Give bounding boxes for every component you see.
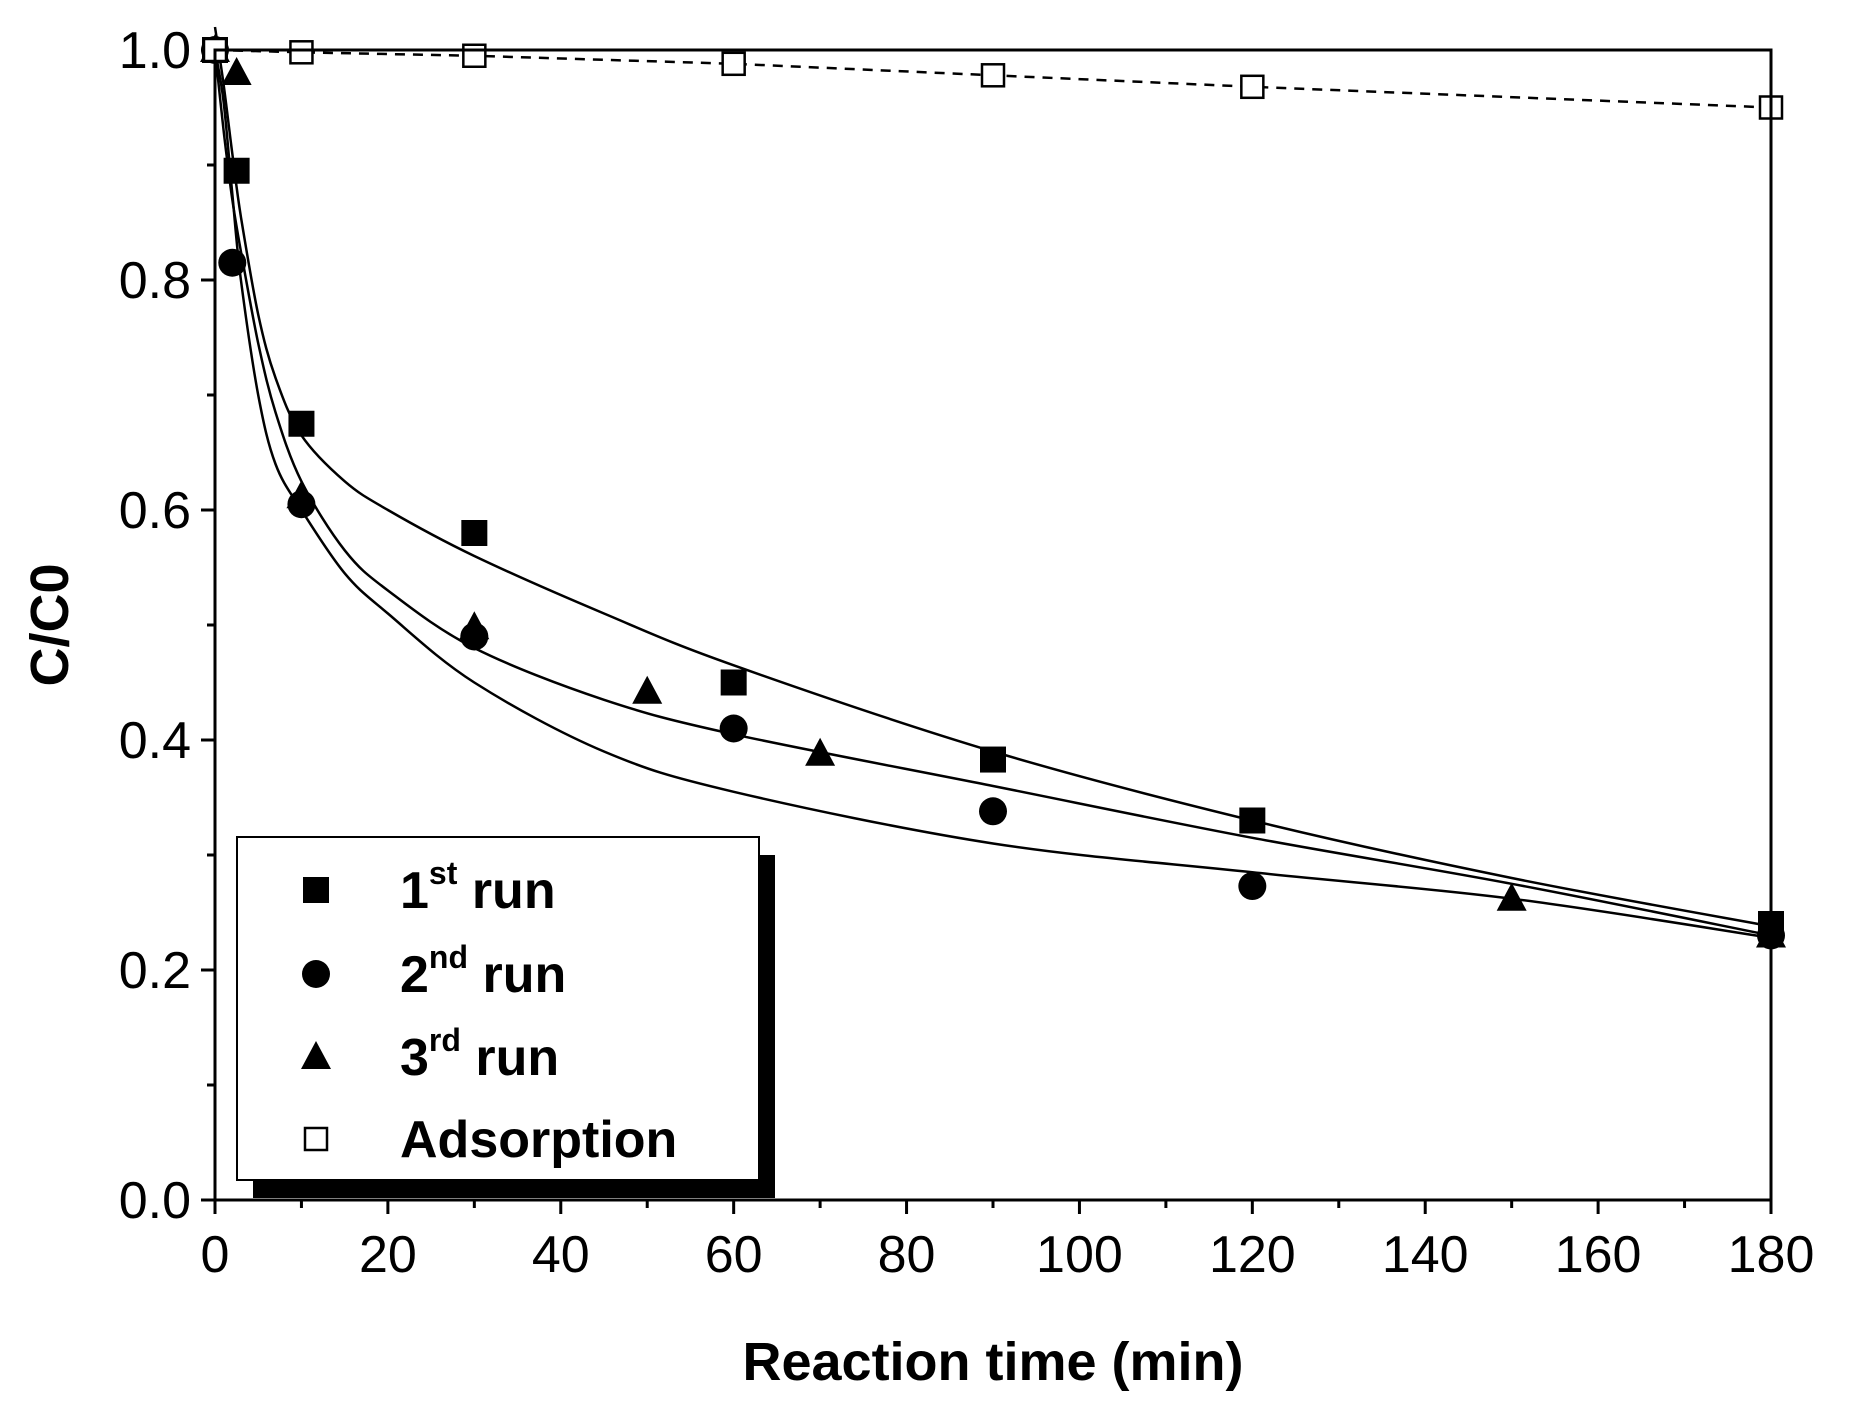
data-point-series-3 bbox=[459, 611, 490, 640]
data-point-series-2 bbox=[1238, 872, 1267, 901]
data-point-series-4 bbox=[980, 63, 1006, 88]
fit-line-series-1 bbox=[213, 26, 1772, 928]
data-point-series-2 bbox=[719, 714, 748, 743]
data-point-series-1 bbox=[1239, 807, 1266, 834]
legend-markers bbox=[301, 877, 331, 1152]
y-tick-label: 0.2 bbox=[119, 942, 191, 1000]
y-tick-label: 0.8 bbox=[119, 252, 191, 310]
data-point-series-4 bbox=[721, 51, 746, 77]
data-point-series-1 bbox=[720, 669, 747, 696]
data-point-series-4 bbox=[462, 43, 487, 68]
x-tick-label: 20 bbox=[359, 1226, 417, 1284]
x-tick-label: 140 bbox=[1382, 1226, 1469, 1284]
legend-marker-series-4 bbox=[303, 1126, 329, 1152]
data-point-series-3 bbox=[805, 737, 836, 766]
data-point-series-4 bbox=[289, 40, 314, 65]
data-point-series-1 bbox=[461, 520, 488, 546]
legend-label-1st-run: 1st run bbox=[400, 855, 556, 920]
data-point-series-3 bbox=[632, 675, 663, 704]
y-tick-label: 0.4 bbox=[119, 712, 191, 770]
y-tick-label: 0.6 bbox=[119, 482, 191, 540]
x-axis-label: Reaction time (min) bbox=[742, 1332, 1243, 1392]
fit-line-series-3 bbox=[213, 49, 1772, 940]
x-tick-label: 120 bbox=[1209, 1226, 1296, 1284]
legend: 1st run 2nd run 3rd run Adsorption bbox=[236, 836, 775, 1198]
legend-label-3rd-run: 3rd run bbox=[400, 1022, 559, 1087]
x-tick-label: 80 bbox=[878, 1226, 936, 1284]
data-point-series-1 bbox=[288, 410, 315, 437]
data-point-series-3 bbox=[286, 480, 317, 509]
x-tick-label: 180 bbox=[1728, 1226, 1815, 1284]
x-tick-label: 160 bbox=[1555, 1226, 1642, 1284]
x-tick-label: 60 bbox=[705, 1226, 763, 1284]
axis-ticks: 0 20 40 60 80 100 120 140 160 180 0.0 0.2 0.4 0.6 0.8 1… bbox=[119, 22, 1815, 1284]
x-tick-label: 100 bbox=[1036, 1226, 1123, 1284]
data-point-series-3 bbox=[221, 57, 252, 85]
legend-marker-series-3 bbox=[301, 1041, 331, 1069]
y-tick-label: 1.0 bbox=[119, 22, 191, 80]
data-point-series-4 bbox=[1240, 74, 1265, 100]
y-tick-label: 0.0 bbox=[119, 1172, 191, 1230]
data-point-series-1 bbox=[223, 157, 250, 184]
data-point-series-3 bbox=[1496, 882, 1527, 911]
data-point-series-2 bbox=[218, 248, 247, 277]
legend-label-adsorption: Adsorption bbox=[400, 1111, 677, 1169]
y-axis-label: C/C0 bbox=[20, 563, 80, 686]
data-markers bbox=[200, 34, 1786, 950]
legend-marker-series-1 bbox=[303, 877, 329, 903]
legend-marker-series-2 bbox=[302, 960, 330, 988]
data-point-series-2 bbox=[979, 797, 1007, 826]
legend-label-2nd-run: 2nd run bbox=[400, 939, 566, 1004]
data-point-series-1 bbox=[980, 746, 1006, 773]
x-tick-label: 40 bbox=[532, 1226, 590, 1284]
plot-frame bbox=[213, 48, 1773, 1202]
x-tick-label: 0 bbox=[201, 1226, 230, 1284]
